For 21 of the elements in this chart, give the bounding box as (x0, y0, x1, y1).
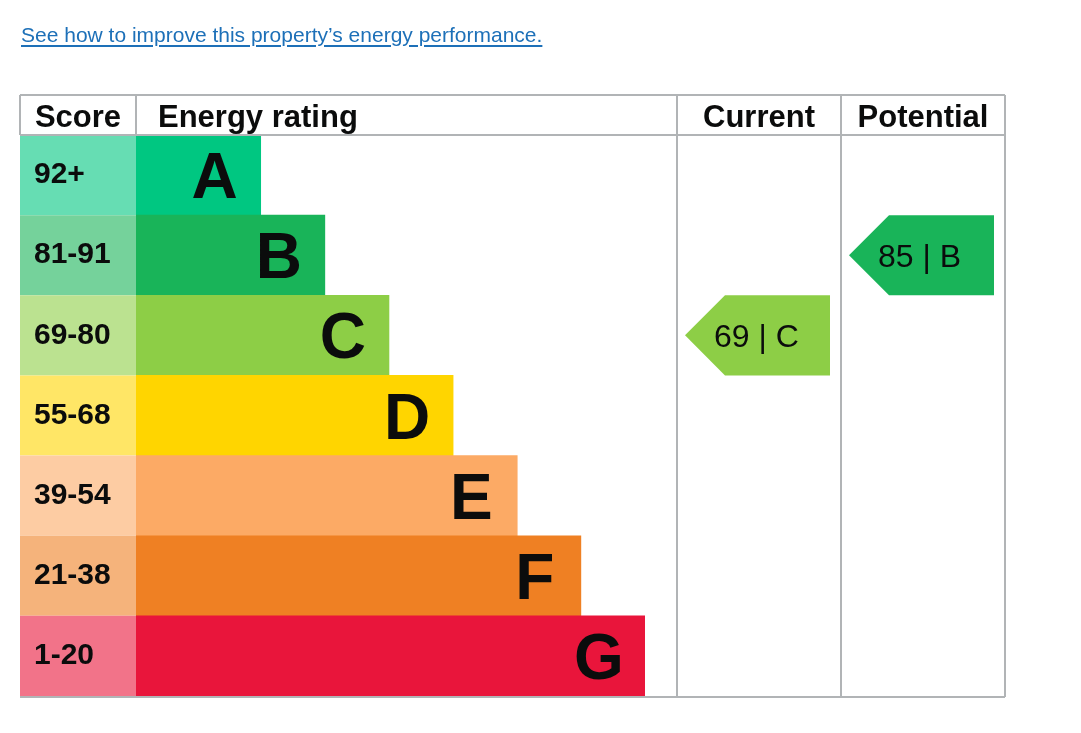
annotation: C (319, 300, 367, 373)
y-axis-title: Score (34, 99, 122, 134)
y-tick-label: 1-20 (34, 637, 95, 671)
x-tick-label: Potential (857, 98, 989, 134)
y-tick-label: 69-80 (34, 316, 111, 350)
annotation: G (574, 620, 624, 693)
x-tick-label: Current (703, 98, 815, 134)
y-tick-label: 39-54 (34, 476, 112, 510)
x-axis-title: Energy rating (158, 99, 358, 134)
annotation: E (449, 460, 493, 533)
annotation: D (384, 380, 431, 453)
annotation: F (515, 540, 555, 613)
chart-title: See how to improve this property’s energy performance. (21, 23, 543, 46)
data-label: 85 | B (878, 237, 962, 274)
y-tick-label: 55-68 (34, 396, 111, 430)
annotation: B (255, 220, 302, 293)
data-label: 69 | C (714, 317, 799, 354)
y-tick-label: 81-91 (34, 236, 111, 270)
annotation: A (191, 140, 238, 213)
y-tick-label: 21-38 (34, 557, 111, 591)
y-tick-label: 92+ (34, 156, 85, 190)
